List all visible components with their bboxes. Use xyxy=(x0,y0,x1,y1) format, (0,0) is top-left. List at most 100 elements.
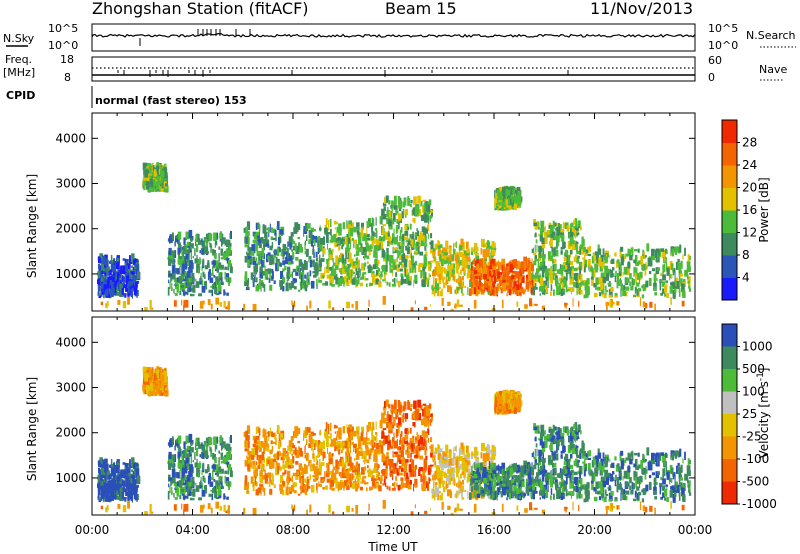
echo-cell xyxy=(244,255,249,263)
echo-cell xyxy=(497,267,500,272)
echo-cell xyxy=(530,287,533,294)
echo-cell xyxy=(507,197,510,207)
echo-cell xyxy=(623,266,628,275)
echo-cell xyxy=(626,277,629,283)
echo-cell xyxy=(402,201,406,208)
echo-cell xyxy=(336,226,339,233)
echo-cell xyxy=(244,244,249,248)
echo-cell xyxy=(289,242,292,250)
echo-cell xyxy=(299,270,301,278)
echo-cell xyxy=(434,289,436,297)
echo-cell xyxy=(110,464,114,468)
echo-cell xyxy=(553,223,557,226)
echo-cell xyxy=(303,261,308,270)
echo-cell xyxy=(319,244,323,252)
echo-cell xyxy=(255,222,258,230)
echo-cell xyxy=(298,259,303,267)
echo-cell xyxy=(294,222,299,232)
echo-cell xyxy=(290,484,295,493)
echo-cell xyxy=(304,280,307,289)
nsearch-tick-top: 10^5 xyxy=(708,22,738,35)
echo-cell xyxy=(102,491,106,495)
echo-cell xyxy=(182,263,184,271)
echo-cell xyxy=(531,258,533,267)
echo-cell xyxy=(310,236,314,241)
echo-cell xyxy=(483,274,487,280)
echo-cell xyxy=(109,465,112,468)
echo-cell xyxy=(350,274,352,284)
echo-cell xyxy=(328,260,330,268)
echo-cell xyxy=(124,294,127,298)
echo-cell xyxy=(614,276,617,283)
echo-cell xyxy=(385,256,388,265)
echo-cell xyxy=(363,263,365,270)
echo-cell xyxy=(177,256,179,261)
echo-cell xyxy=(334,227,336,230)
echo-cell xyxy=(611,301,615,305)
echo-cell xyxy=(295,257,299,261)
echo-cell xyxy=(526,280,528,288)
echo-cell xyxy=(124,262,127,267)
echo-cell xyxy=(518,272,521,279)
echo-cell xyxy=(536,274,539,279)
echo-cell xyxy=(268,482,271,487)
echo-cell xyxy=(304,444,306,450)
echo-cell xyxy=(108,478,110,483)
echo-cell xyxy=(131,494,133,503)
echo-cell xyxy=(290,280,295,289)
echo-cell xyxy=(188,433,193,443)
echo-cell xyxy=(518,191,521,197)
echo-cell xyxy=(133,463,138,466)
echo-cell xyxy=(195,234,198,242)
echo-cell xyxy=(305,452,309,461)
echo-cell xyxy=(201,238,203,243)
echo-cell xyxy=(559,291,563,295)
echo-cell xyxy=(409,234,412,239)
echo-cell xyxy=(355,268,357,276)
echo-cell xyxy=(294,243,297,252)
echo-cell xyxy=(356,226,359,231)
echo-cell xyxy=(444,255,449,261)
echo-cell xyxy=(105,259,109,268)
echo-cell xyxy=(185,253,189,260)
echo-cell xyxy=(633,259,636,264)
echo-cell xyxy=(219,238,221,242)
echo-cell xyxy=(282,490,285,496)
echo-cell xyxy=(559,224,562,230)
echo-cell xyxy=(387,235,391,245)
echo-cell xyxy=(297,471,299,476)
echo-cell xyxy=(370,235,374,241)
echo-cell xyxy=(412,243,415,250)
echo-cell xyxy=(160,379,162,388)
echo-cell xyxy=(116,258,120,262)
echo-cell xyxy=(149,175,152,179)
echo-cell xyxy=(183,237,186,245)
echo-cell xyxy=(424,306,428,310)
echo-cell xyxy=(497,189,500,198)
echo-cell xyxy=(310,280,315,289)
echo-cell xyxy=(188,471,192,476)
echo-cell xyxy=(522,286,524,292)
echo-cell xyxy=(183,289,185,293)
echo-cell xyxy=(364,251,366,261)
echo-cell xyxy=(172,460,174,465)
echo-cell xyxy=(227,277,232,283)
echo-cell xyxy=(580,226,582,231)
echo-cell xyxy=(458,261,461,267)
echo-cell xyxy=(160,376,162,383)
echo-cell xyxy=(602,292,604,297)
echo-cell xyxy=(429,304,431,307)
echo-cell xyxy=(583,259,585,267)
echo-cell xyxy=(344,266,349,272)
echo-cell xyxy=(213,479,216,482)
echo-cell xyxy=(678,276,681,284)
echo-cell xyxy=(119,480,122,485)
echo-cell xyxy=(203,281,207,286)
echo-cell xyxy=(591,280,594,286)
echo-cell xyxy=(215,444,218,450)
echo-cell xyxy=(130,492,133,502)
echo-cell xyxy=(375,251,378,259)
echo-cell xyxy=(289,287,292,290)
echo-cell xyxy=(172,273,176,280)
echo-cell xyxy=(177,231,182,240)
